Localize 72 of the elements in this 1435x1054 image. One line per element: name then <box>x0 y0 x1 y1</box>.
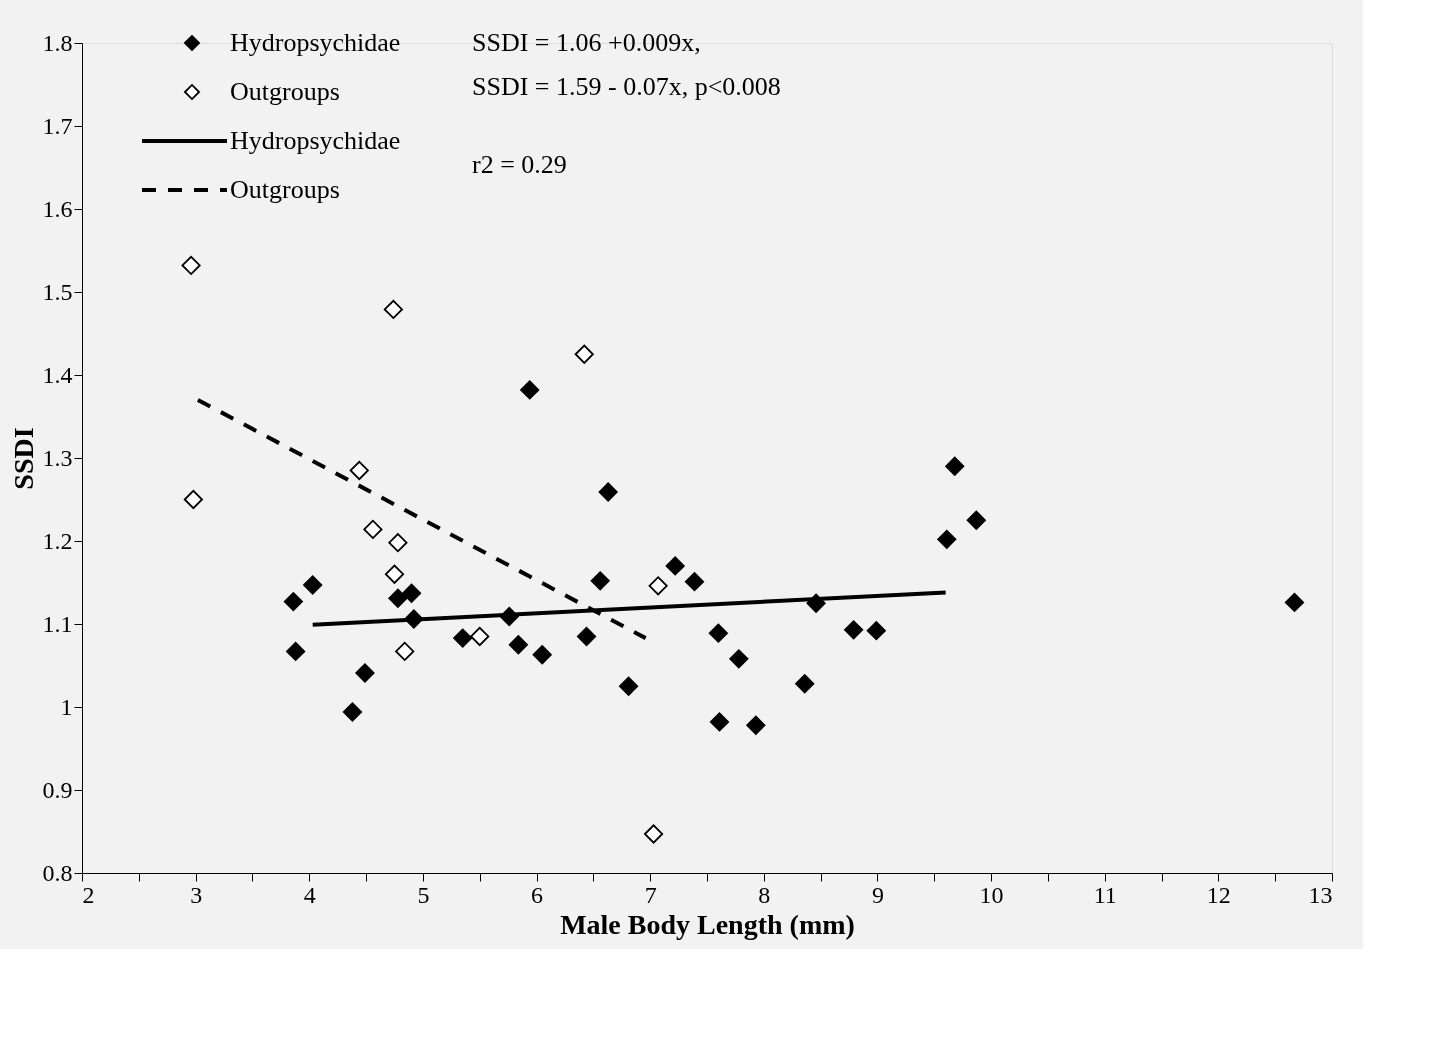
legend-label: Hydropsychidae <box>230 28 401 57</box>
point <box>349 460 369 481</box>
point <box>945 456 965 476</box>
point <box>795 674 815 694</box>
point <box>648 576 668 596</box>
point <box>342 702 363 722</box>
x-tick-label: 5 <box>417 881 430 908</box>
x-tick-label: 2 <box>82 881 95 908</box>
point <box>388 588 408 608</box>
point <box>708 623 728 643</box>
point <box>283 592 303 612</box>
point <box>520 380 540 400</box>
y-tick-label: 1.5 <box>42 278 73 305</box>
point <box>508 635 528 655</box>
x-tick-label: 3 <box>190 881 203 908</box>
point <box>844 620 864 640</box>
point <box>303 575 323 595</box>
y-tick-label: 0.9 <box>42 776 73 803</box>
y-tick-label: 1.7 <box>42 112 73 139</box>
x-tick-label: 4 <box>303 881 316 908</box>
point <box>532 645 552 665</box>
point <box>401 583 422 603</box>
point <box>355 663 375 683</box>
point <box>619 676 639 696</box>
x-tick-label: 6 <box>531 881 544 908</box>
x-tick-label: 7 <box>644 881 657 908</box>
y-tick-label: 1.3 <box>42 444 73 471</box>
point <box>388 533 408 553</box>
y-tick-label: 1.4 <box>42 361 73 388</box>
point <box>395 641 415 661</box>
x-tick-label: 12 <box>1206 881 1231 908</box>
x-tick-label: 9 <box>871 881 884 908</box>
y-tick-label: 1.1 <box>42 610 73 637</box>
point <box>866 621 886 641</box>
point <box>363 519 383 539</box>
x-tick-label: 10 <box>979 881 1004 908</box>
legend-label: Outgroups <box>230 77 340 106</box>
point <box>729 649 749 669</box>
point <box>576 626 597 647</box>
annotation: SSDI = 1.59 - 0.07x, p<0.008 <box>472 72 781 101</box>
point <box>746 715 766 735</box>
point <box>183 489 203 510</box>
annotation: r2 = 0.29 <box>472 150 567 179</box>
point <box>470 626 490 647</box>
x-tick-label: 11 <box>1093 881 1117 908</box>
point <box>966 510 986 530</box>
x-tick-label: 8 <box>758 881 771 908</box>
point <box>598 482 618 502</box>
point <box>286 641 306 661</box>
legend-label: Hydropsychidae <box>230 126 401 155</box>
x-axis-title: Male Body Length (mm) <box>560 908 855 940</box>
point <box>383 299 403 319</box>
y-axis-title: SSDI <box>7 427 39 490</box>
y-tick-label: 1.2 <box>42 527 73 554</box>
point <box>590 571 610 591</box>
x-tick-label: 13 <box>1308 881 1333 908</box>
y-tick-label: 1.6 <box>42 195 73 222</box>
annotation: SSDI = 1.06 +0.009x, <box>472 28 701 57</box>
point <box>384 564 405 584</box>
point <box>709 712 730 732</box>
point <box>644 824 664 844</box>
y-tick-label: 1.8 <box>42 29 73 56</box>
point <box>181 255 201 275</box>
point <box>665 556 685 576</box>
point <box>1284 592 1305 612</box>
legend-label: Outgroups <box>230 175 340 204</box>
point <box>684 572 705 592</box>
y-tick-label: 1 <box>60 693 73 720</box>
point <box>453 628 473 648</box>
point <box>937 529 957 549</box>
point <box>574 344 594 364</box>
y-tick-label: 0.8 <box>42 859 73 886</box>
